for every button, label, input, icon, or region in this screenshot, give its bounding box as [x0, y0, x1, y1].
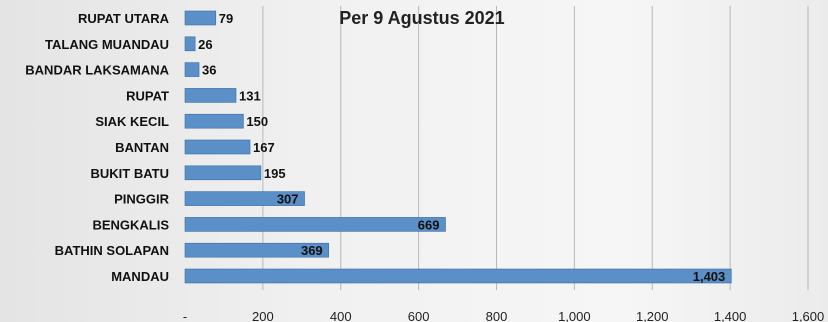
value-label: 195: [264, 166, 286, 181]
category-label: MANDAU: [111, 269, 169, 284]
bar: [184, 36, 196, 52]
value-label: 79: [219, 11, 233, 26]
bar: [184, 88, 237, 103]
value-label: 307: [277, 192, 299, 207]
category-label: TALANG MUANDAU: [45, 37, 169, 52]
bar: [184, 165, 262, 181]
x-tick-label: 200: [252, 309, 274, 322]
category-label: BANDAR LAKSAMANA: [25, 63, 169, 78]
x-tick-label: 400: [330, 309, 352, 322]
x-tick-label: 600: [408, 309, 430, 322]
x-axis-ticks: - 200 400 600 800 1,000 1,200 1,400 1,600: [183, 309, 824, 322]
category-label: RUPAT: [126, 88, 169, 103]
category-label: BATHIN SOLAPAN: [55, 243, 169, 258]
category-label: RUPAT UTARA: [78, 11, 170, 26]
bar: [184, 139, 251, 155]
value-label: 369: [301, 243, 323, 258]
x-tick-label: 800: [486, 309, 508, 322]
bar: [184, 113, 244, 129]
category-label: SIAK KECIL: [95, 114, 169, 129]
category-label: BENGKALIS: [92, 217, 169, 232]
x-tick-label: 1,000: [558, 309, 591, 322]
value-labels: 79 26 36 131 150 167 195 307 669 369 1,403: [198, 11, 725, 284]
value-label: 167: [253, 140, 275, 155]
category-labels: RUPAT UTARA TALANG MUANDAU BANDAR LAKSAMAN…: [25, 11, 169, 284]
chart-title: Per 9 Agustus 2021: [339, 8, 504, 28]
x-tick-label: 1,400: [714, 309, 747, 322]
bar: [184, 217, 446, 232]
value-label: 1,403: [693, 269, 726, 284]
value-label: 150: [246, 114, 268, 129]
bar: [184, 62, 200, 77]
bar: [184, 191, 305, 206]
value-label: 131: [239, 88, 261, 103]
value-label: 669: [418, 217, 440, 232]
bar: [184, 268, 732, 284]
bars: [184, 10, 732, 284]
value-label: 36: [202, 63, 216, 78]
category-label: BUKIT BATU: [91, 166, 169, 181]
value-label: 26: [198, 37, 212, 52]
bar: [184, 10, 217, 26]
bar: [184, 242, 329, 258]
category-label: PINGGIR: [114, 192, 170, 207]
category-label: BANTAN: [115, 140, 169, 155]
x-tick-label: -: [183, 309, 187, 322]
grid-lines: [262, 6, 809, 290]
x-tick-label: 1,200: [636, 309, 669, 322]
x-tick-label: 1,600: [792, 309, 825, 322]
